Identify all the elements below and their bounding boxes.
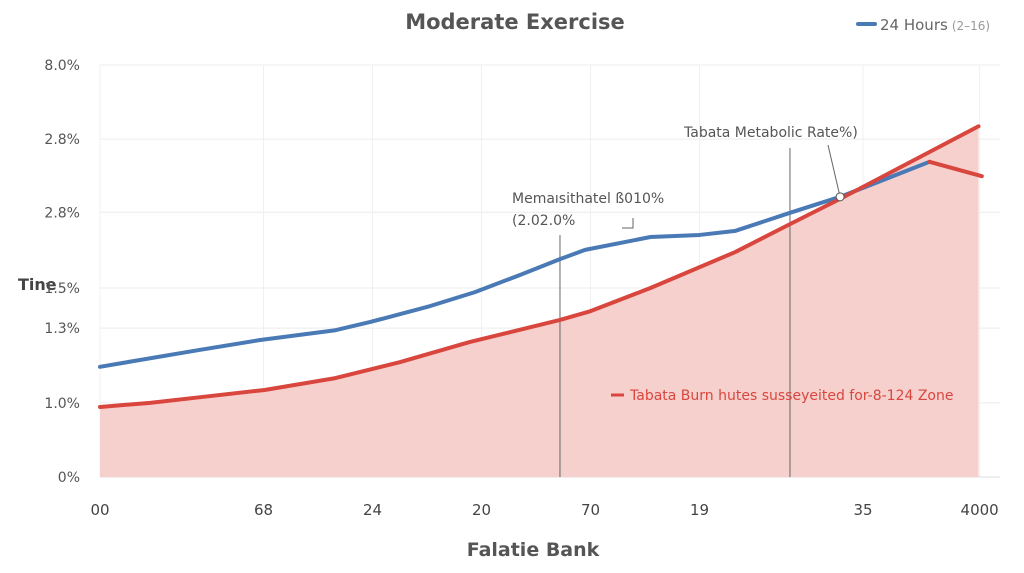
y-tick-label: 1.0% bbox=[44, 396, 80, 412]
annotation-1-line1: Memaısithatel ß010% bbox=[512, 191, 664, 207]
series-line-0 bbox=[98, 159, 932, 369]
x-tick-label: 35 bbox=[853, 501, 872, 519]
y-tick-label: 1.5% bbox=[44, 281, 80, 297]
annotation-2-text: Tabata Metabolic Rate%) bbox=[683, 125, 858, 141]
annotation-3-text: Tabata Burn hutes susseyeited for-8-124 … bbox=[629, 388, 953, 404]
y-tick-label: 1.3% bbox=[44, 321, 80, 337]
y-axis-label: Tine bbox=[18, 275, 57, 294]
series-line-2 bbox=[927, 159, 984, 179]
x-tick-label: 20 bbox=[472, 501, 491, 519]
y-tick-label: 2.8% bbox=[44, 205, 80, 221]
y-ticks: 0% 1.0% 1.3% 1.5% 2.8% 2.8% 8.0% bbox=[44, 58, 80, 486]
svg-text:24 Hours(2–16): 24 Hours (2–16) bbox=[880, 16, 990, 34]
annotation-1-bracket bbox=[622, 218, 634, 229]
annotation-1-line2: (2.02.0% bbox=[512, 213, 575, 229]
annotation-lines bbox=[559, 148, 791, 477]
x-tick-label: 4000 bbox=[961, 501, 999, 519]
series-layer bbox=[98, 124, 984, 409]
legend-sublabel: (2–16) bbox=[952, 19, 990, 33]
x-tick-label: 68 bbox=[254, 501, 273, 519]
y-tick-label: 8.0% bbox=[44, 58, 80, 74]
annotation-2-marker bbox=[835, 192, 845, 202]
x-tick-label: 00 bbox=[90, 501, 109, 519]
legend-label: 24 Hours bbox=[880, 16, 948, 34]
series-area bbox=[100, 126, 979, 477]
x-tick-label: 19 bbox=[690, 501, 709, 519]
area-layer bbox=[100, 126, 979, 477]
legend: 24 Hours (2–16) bbox=[856, 16, 990, 34]
series-line-1 bbox=[98, 124, 981, 409]
y-tick-label: 0% bbox=[58, 470, 80, 486]
x-tick-label: 70 bbox=[581, 501, 600, 519]
x-tick-label: 24 bbox=[363, 501, 382, 519]
y-tick-label: 2.8% bbox=[44, 132, 80, 148]
x-axis-label: Falatie Bank bbox=[467, 539, 600, 561]
annotation-2-leader bbox=[827, 144, 841, 197]
chart-title: Moderate Exercise bbox=[405, 10, 625, 34]
x-ticks: 00 68 24 20 70 19 35 4000 bbox=[90, 501, 998, 519]
